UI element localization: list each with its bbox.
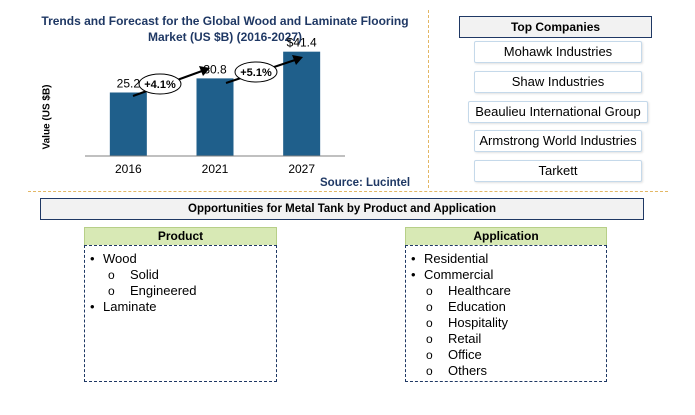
application-subitem: o Office bbox=[426, 347, 482, 362]
company-item: Tarkett bbox=[474, 160, 642, 182]
growth-badge-2 bbox=[234, 61, 278, 83]
bar-chart: 25.2 2016 30.8 2021 $41.4 2027 +4.1% +5.1% bbox=[85, 36, 345, 176]
company-item: Beaulieu International Group bbox=[468, 101, 648, 123]
growth-badge-1 bbox=[138, 73, 182, 95]
growth-label-2: +5.1% bbox=[240, 67, 272, 79]
value-label-2021: 30.8 bbox=[203, 62, 227, 76]
growth-label-1: +4.1% bbox=[144, 79, 176, 91]
product-subitem: o Engineered bbox=[108, 283, 197, 298]
chart-title: Trends and Forecast for the Global Wood … bbox=[41, 14, 409, 44]
application-header: Application bbox=[405, 227, 607, 246]
growth-arrow-1-head bbox=[199, 66, 210, 76]
bar-2021 bbox=[196, 78, 234, 156]
growth-arrow-2-head bbox=[292, 55, 303, 65]
application-subitem: o Education bbox=[426, 299, 506, 314]
value-label-2027: $41.4 bbox=[287, 36, 317, 50]
product-subitem: o Solid bbox=[108, 267, 159, 282]
vertical-divider bbox=[428, 10, 429, 188]
application-subitem: o Hospitality bbox=[426, 315, 508, 330]
opportunities-title: Opportunities for Metal Tank by Product … bbox=[40, 198, 644, 220]
product-item: • Laminate bbox=[90, 299, 157, 314]
company-item: Armstrong World Industries bbox=[474, 130, 642, 152]
application-box bbox=[405, 245, 607, 382]
application-item: • Commercial bbox=[411, 267, 494, 282]
product-box bbox=[84, 245, 277, 382]
x-tick-label-2021: 2021 bbox=[202, 162, 229, 176]
application-subitem: o Retail bbox=[426, 331, 482, 346]
x-tick-label-2016: 2016 bbox=[115, 162, 142, 176]
company-item: Mohawk Industries bbox=[474, 41, 642, 63]
application-subitem: o Others bbox=[426, 363, 488, 378]
company-item: Shaw Industries bbox=[474, 71, 642, 93]
product-item: • Wood bbox=[90, 251, 137, 266]
bar-2027 bbox=[283, 51, 321, 157]
bar-2016 bbox=[109, 92, 147, 156]
product-header: Product bbox=[84, 227, 277, 246]
application-item: • Residential bbox=[411, 251, 489, 266]
source-note: Source: Lucintel bbox=[320, 177, 411, 189]
top-companies-header: Top Companies bbox=[459, 16, 652, 38]
x-tick-label-2027: 2027 bbox=[288, 162, 315, 176]
application-subitem: o Healthcare bbox=[426, 283, 511, 298]
horizontal-divider bbox=[28, 191, 668, 192]
value-label-2016: 25.2 bbox=[117, 76, 141, 90]
